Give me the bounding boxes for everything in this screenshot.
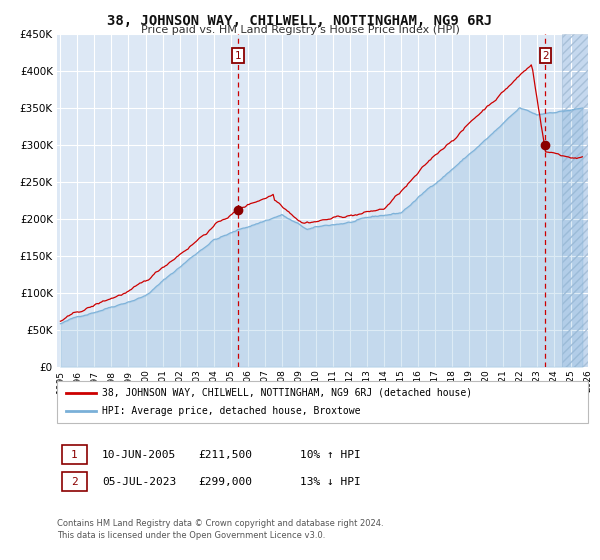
Text: 38, JOHNSON WAY, CHILWELL, NOTTINGHAM, NG9 6RJ: 38, JOHNSON WAY, CHILWELL, NOTTINGHAM, N…	[107, 14, 493, 28]
Text: 2: 2	[542, 51, 549, 61]
Text: HPI: Average price, detached house, Broxtowe: HPI: Average price, detached house, Brox…	[102, 406, 361, 416]
Text: Contains HM Land Registry data © Crown copyright and database right 2024.: Contains HM Land Registry data © Crown c…	[57, 519, 383, 528]
Text: 10% ↑ HPI: 10% ↑ HPI	[300, 450, 361, 460]
Text: Price paid vs. HM Land Registry's House Price Index (HPI): Price paid vs. HM Land Registry's House …	[140, 25, 460, 35]
Text: £211,500: £211,500	[198, 450, 252, 460]
Text: 1: 1	[71, 450, 78, 460]
Text: £299,000: £299,000	[198, 477, 252, 487]
Text: 05-JUL-2023: 05-JUL-2023	[102, 477, 176, 487]
Text: 38, JOHNSON WAY, CHILWELL, NOTTINGHAM, NG9 6RJ (detached house): 38, JOHNSON WAY, CHILWELL, NOTTINGHAM, N…	[102, 388, 472, 398]
Text: This data is licensed under the Open Government Licence v3.0.: This data is licensed under the Open Gov…	[57, 531, 325, 540]
Text: 13% ↓ HPI: 13% ↓ HPI	[300, 477, 361, 487]
Text: 10-JUN-2005: 10-JUN-2005	[102, 450, 176, 460]
Bar	[562, 34, 596, 367]
Text: 2: 2	[71, 477, 78, 487]
Text: 1: 1	[235, 51, 241, 61]
Bar	[562, 34, 596, 367]
